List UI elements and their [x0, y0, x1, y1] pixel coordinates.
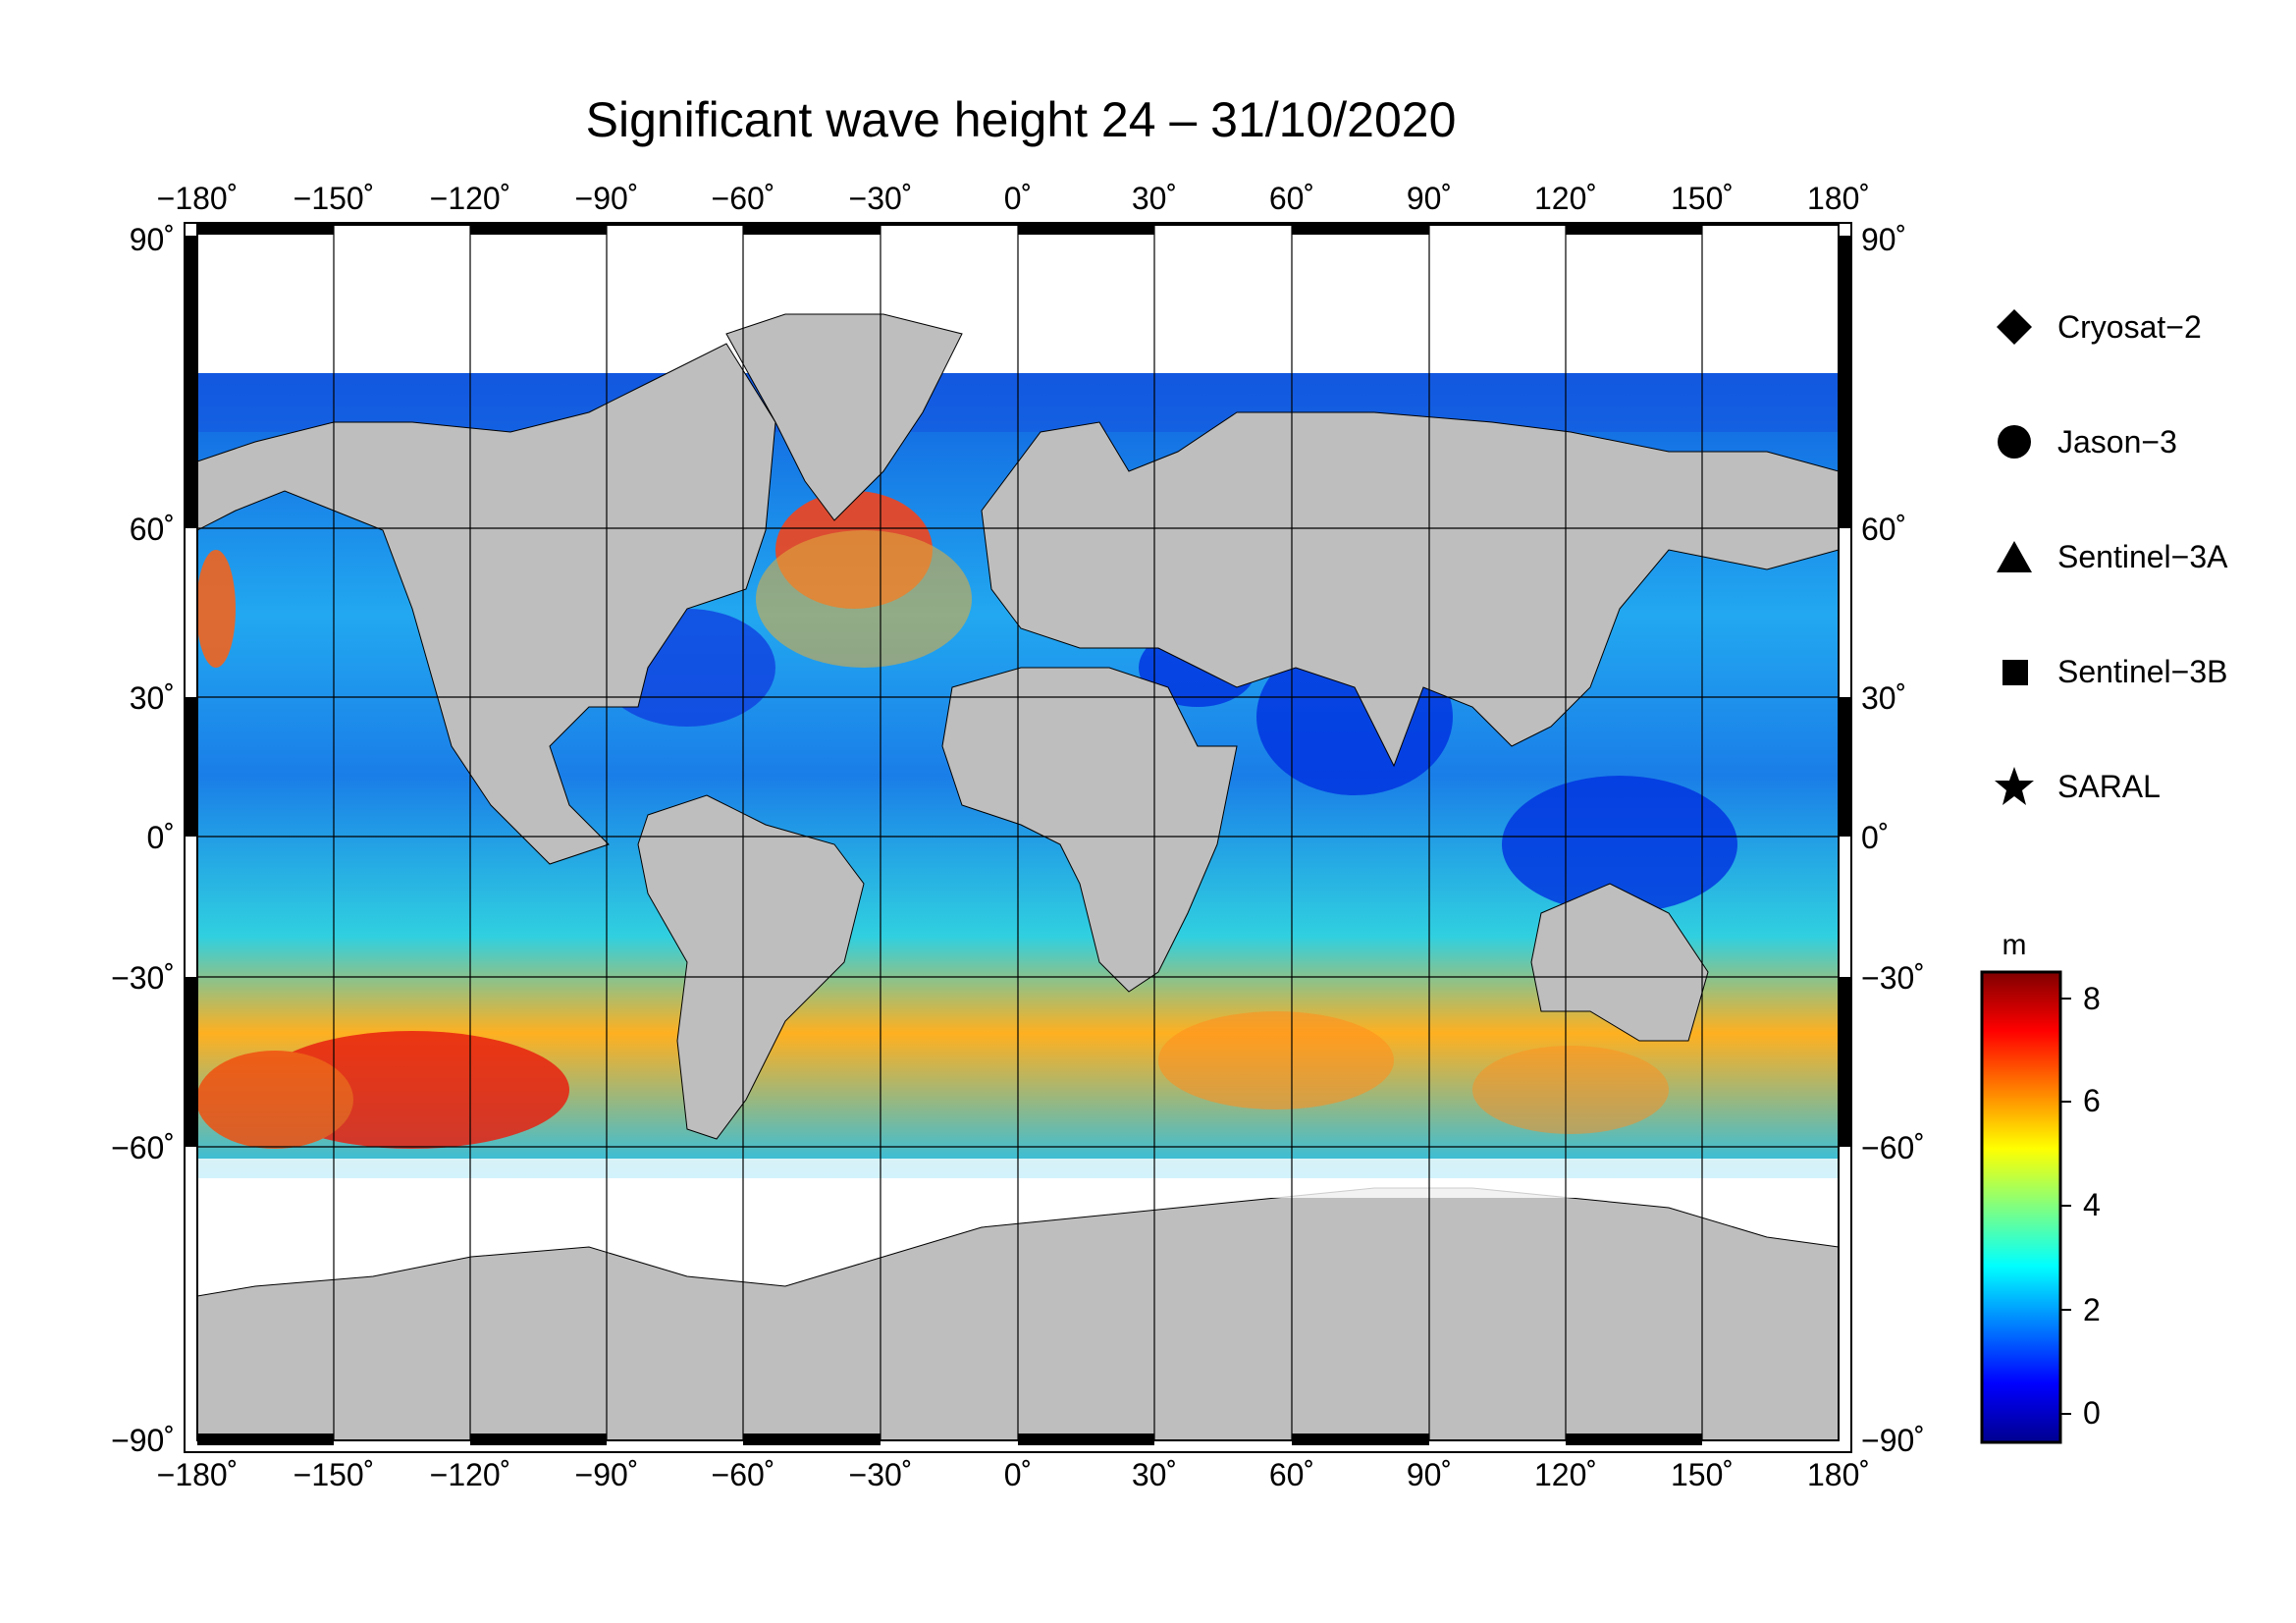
graticule [197, 225, 1839, 1440]
lon-ticks-bottom: −180˚ −150˚ −120˚ −90˚ −60˚ −30˚ 0˚ 30˚ … [157, 1457, 1870, 1492]
lon-tick-label: 180˚ [1807, 181, 1870, 216]
lon-tick-label: 0˚ [1004, 181, 1032, 216]
map-title: Significant wave height 24 – 31/10/2020 [585, 92, 1457, 147]
map-frame [184, 222, 1852, 1453]
lat-ticks-left: 90˚ 60˚ 30˚ 0˚ −30˚ −60˚ −90˚ [111, 222, 175, 1458]
lat-tick-label: 60˚ [1861, 512, 1906, 547]
lon-tick-label: −90˚ [575, 181, 639, 216]
colorbar-gradient [1980, 970, 2062, 1444]
south-america [637, 794, 865, 1140]
diamond-icon [1993, 305, 2036, 349]
legend-item-cryosat: Cryosat−2 [1993, 298, 2202, 356]
lon-tick-label: 30˚ [1132, 181, 1177, 216]
legend-item-sentinel-3a: Sentinel−3A [1993, 527, 2227, 586]
lat-tick-label: −60˚ [111, 1130, 175, 1165]
africa [941, 667, 1238, 993]
colorbar-tick-label: 0 [2083, 1395, 2101, 1431]
triangle-icon [1993, 535, 2036, 578]
lon-tick-label: 30˚ [1132, 1457, 1177, 1492]
square-icon [1993, 650, 2036, 693]
lat-tick-label: −90˚ [1861, 1423, 1925, 1458]
lon-tick-label: −30˚ [849, 1457, 913, 1492]
legend-item-saral: SARAL [1993, 757, 2161, 816]
legend-item-sentinel-3b: Sentinel−3B [1993, 642, 2227, 701]
australia [1530, 883, 1709, 1042]
colorbar-tick-label: 6 [2083, 1083, 2101, 1118]
legend-label: Sentinel−3A [2057, 538, 2228, 574]
lon-tick-label: −120˚ [430, 181, 511, 216]
lon-tick-label: 90˚ [1407, 181, 1452, 216]
lat-tick-label: 30˚ [130, 680, 175, 716]
colorbar: 0 2 4 6 8 [1980, 970, 2101, 1444]
lat-tick-label: −60˚ [1861, 1130, 1925, 1165]
lat-tick-label: 0˚ [147, 820, 175, 855]
lon-tick-label: 180˚ [1807, 1457, 1870, 1492]
eurasia [981, 411, 1839, 768]
lon-tick-label: 150˚ [1671, 181, 1734, 216]
lat-tick-label: −30˚ [111, 960, 175, 996]
lon-tick-label: −180˚ [157, 1457, 239, 1492]
lon-tick-label: −120˚ [430, 1457, 511, 1492]
lon-tick-label: −90˚ [575, 1457, 639, 1492]
lon-tick-label: 60˚ [1269, 1457, 1314, 1492]
greenland [725, 313, 963, 521]
lat-tick-label: 0˚ [1861, 820, 1889, 855]
circle-icon [1993, 420, 2036, 463]
lon-tick-label: 0˚ [1004, 1457, 1032, 1492]
lat-tick-label: −90˚ [111, 1423, 175, 1458]
colorbar-tick-label: 2 [2083, 1292, 2101, 1327]
lon-tick-label: 120˚ [1534, 1457, 1597, 1492]
lat-tick-label: 60˚ [130, 512, 175, 547]
lon-tick-label: 60˚ [1269, 181, 1314, 216]
legend-label: Jason−3 [2057, 423, 2177, 460]
lon-tick-label: −150˚ [294, 1457, 375, 1492]
lat-ticks-right: 90˚ 60˚ 30˚ 0˚ −30˚ −60˚ −90˚ [1861, 222, 1925, 1458]
legend-label: Cryosat−2 [2057, 308, 2202, 345]
lon-tick-label: −60˚ [712, 1457, 775, 1492]
lat-tick-label: 30˚ [1861, 680, 1906, 716]
colorbar-tick-label: 4 [2083, 1187, 2101, 1222]
lon-tick-label: −150˚ [294, 181, 375, 216]
lon-tick-label: 90˚ [1407, 1457, 1452, 1492]
colorbar-unit: m [2002, 929, 2027, 961]
lon-tick-label: 150˚ [1671, 1457, 1734, 1492]
lon-tick-label: 120˚ [1534, 181, 1597, 216]
colorbar-tick-label: 8 [2083, 981, 2101, 1016]
lon-tick-label: −30˚ [849, 181, 913, 216]
legend-label: SARAL [2057, 768, 2161, 804]
north-america [197, 343, 776, 865]
lat-tick-label: 90˚ [130, 222, 175, 257]
lon-tick-label: −60˚ [712, 181, 775, 216]
legend-item-jason: Jason−3 [1993, 412, 2177, 471]
lat-tick-label: 90˚ [1861, 222, 1906, 257]
star-icon [1993, 765, 2036, 808]
legend-label: Sentinel−3B [2057, 653, 2228, 689]
lon-tick-label: −180˚ [157, 181, 239, 216]
lat-tick-label: −30˚ [1861, 960, 1925, 996]
lon-ticks-top: −180˚ −150˚ −120˚ −90˚ −60˚ −30˚ 0˚ 30˚ … [157, 181, 1870, 216]
